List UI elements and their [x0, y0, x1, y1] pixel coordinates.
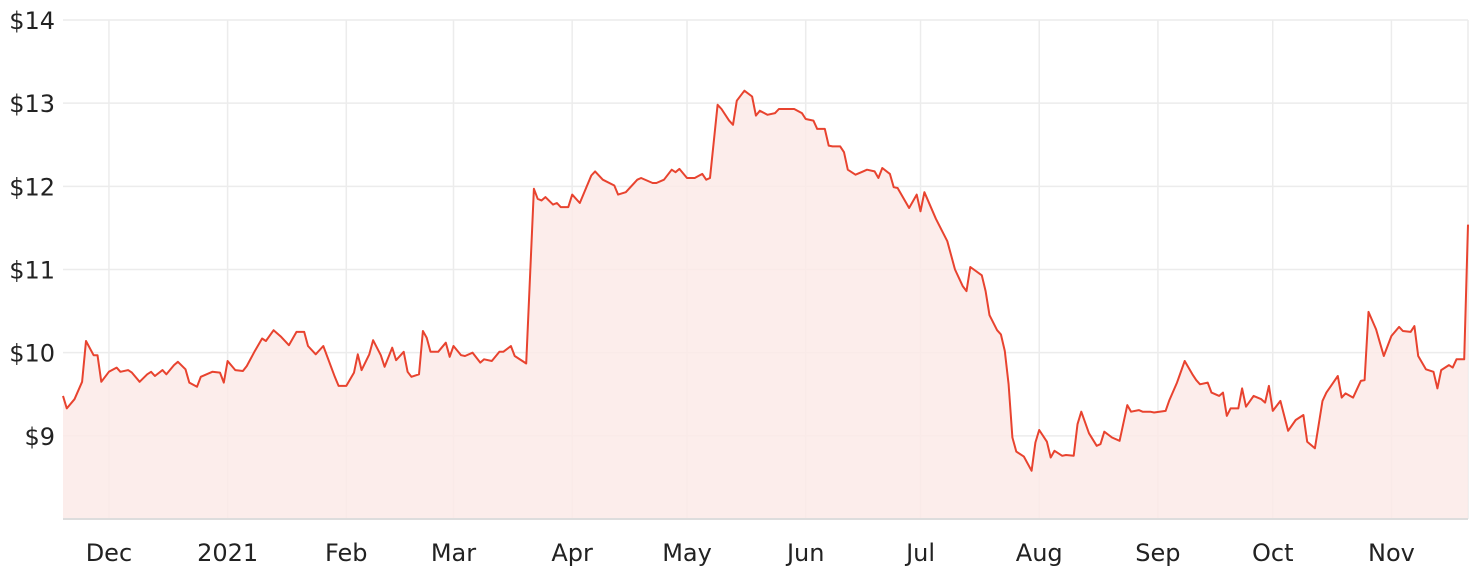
x-tick-label: Feb	[325, 539, 368, 567]
x-tick-label: Jul	[904, 539, 935, 567]
x-tick-label: Nov	[1368, 539, 1415, 567]
y-tick-label: $14	[9, 7, 55, 35]
x-tick-label: Aug	[1016, 539, 1063, 567]
price-line	[62, 89, 1469, 472]
x-tick-label: Oct	[1252, 539, 1294, 567]
x-tick-label: 2021	[197, 539, 258, 567]
y-tick-label: $10	[9, 340, 55, 368]
x-tick-label: Sep	[1135, 539, 1180, 567]
price-area-fill	[63, 90, 1468, 519]
x-tick-label: Apr	[551, 539, 593, 567]
y-tick-label: $11	[9, 257, 55, 285]
y-tick-label: $12	[9, 173, 55, 201]
x-tick-label: May	[662, 539, 712, 567]
x-tick-label: Dec	[86, 539, 132, 567]
y-tick-label: $9	[24, 423, 55, 451]
x-tick-label: Jun	[785, 539, 825, 567]
y-axis-ticks: $9 $10 $11 $12 $13 $14	[9, 7, 55, 451]
y-tick-label: $13	[9, 90, 55, 118]
x-tick-label: Mar	[431, 539, 476, 567]
x-axis-ticks: Dec 2021 Feb Mar Apr May Jun Jul Aug Sep Oct Nov	[86, 539, 1415, 567]
